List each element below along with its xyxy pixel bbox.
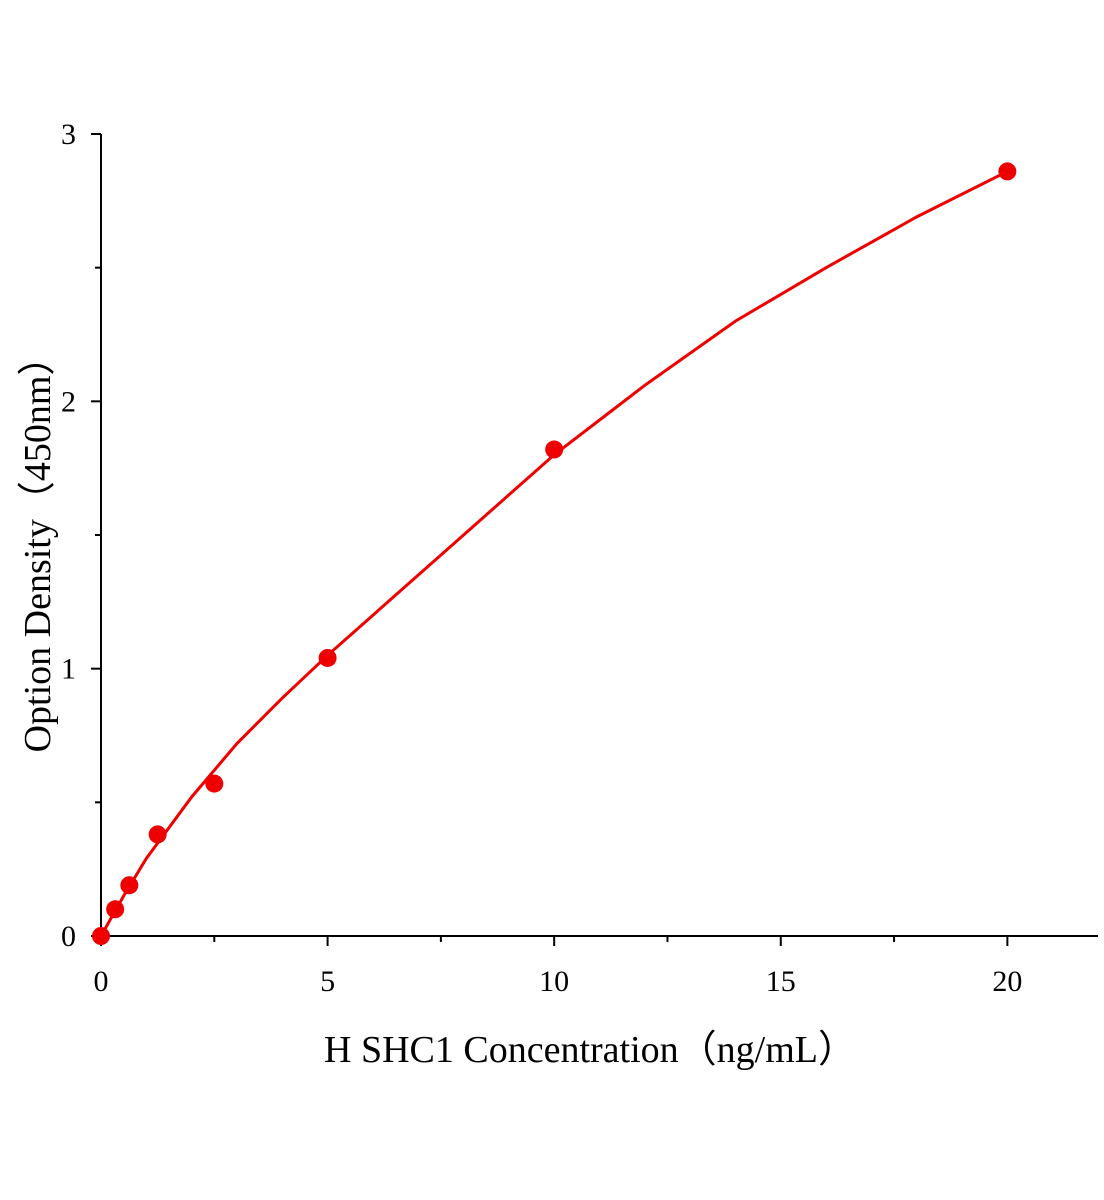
x-tick-label: 15 <box>766 965 796 998</box>
y-tick-label: 1 <box>61 653 76 686</box>
y-tick-label: 0 <box>61 920 76 953</box>
x-tick-label: 10 <box>539 965 569 998</box>
data-point <box>92 927 110 945</box>
x-tick-label: 0 <box>94 965 109 998</box>
data-point <box>148 825 167 844</box>
data-point <box>120 876 139 895</box>
x-axis-title: H SHC1 Concentration（ng/mL） <box>324 1029 856 1071</box>
data-point <box>106 900 125 919</box>
y-axis-title: Option Density（450nm） <box>17 338 59 753</box>
y-tick-label: 2 <box>61 385 76 418</box>
data-point <box>318 648 337 667</box>
x-tick-label: 5 <box>320 965 335 998</box>
data-point <box>205 774 224 793</box>
y-tick-label: 3 <box>61 118 76 151</box>
data-point <box>998 162 1017 181</box>
x-tick-label: 20 <box>992 965 1022 998</box>
fit-curve <box>99 170 1009 937</box>
data-point <box>545 440 564 459</box>
